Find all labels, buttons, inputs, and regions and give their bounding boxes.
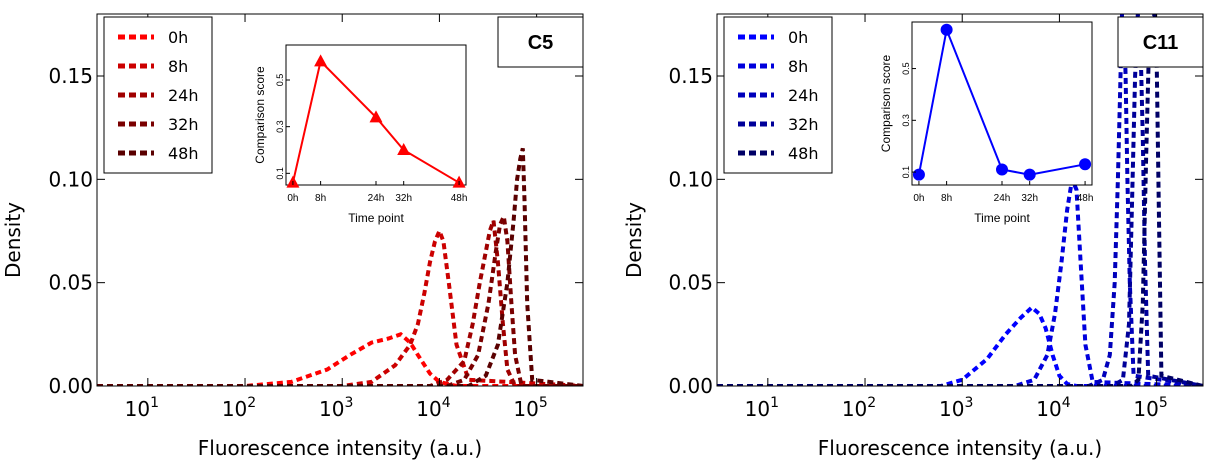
x-tick-label-2: 102: [842, 395, 876, 421]
inset-x-axis-label: Time point: [974, 211, 1030, 225]
panel-tag-label: C5: [528, 32, 554, 54]
series-line-32h: [97, 209, 583, 386]
inset-point-32h: [397, 143, 411, 155]
legend-label-48h: 48h: [788, 144, 819, 163]
inset-point-8h: [314, 54, 328, 67]
inset-x-tick-label-32h: 32h: [1021, 193, 1038, 204]
y-axis-label: Density: [1, 202, 25, 278]
inset-y-axis-label: Comparison score: [879, 54, 893, 152]
inset-frame: [911, 21, 1093, 186]
inset-y-tick-label: 0.5: [901, 62, 911, 75]
y-tick-label: 0.10: [668, 167, 713, 191]
inset-x-tick-label-0h: 0h: [287, 193, 298, 204]
y-tick-label: 0.15: [668, 64, 713, 88]
inset-x-tick-label-24h: 24h: [368, 193, 385, 204]
legend: 0h 8h 24h 32h 48h: [103, 16, 213, 174]
inset-x-tick-label-8h: 8h: [941, 193, 952, 204]
x-tick-label-4: 104: [1036, 395, 1070, 421]
inset-y-tick-label: 0.3: [275, 120, 285, 133]
series-line-0h: [717, 304, 1203, 386]
inset-x-tick-label-24h: 24h: [994, 193, 1011, 204]
inset-y-axis-label: Comparison score: [253, 66, 267, 164]
series-line-48h: [97, 147, 583, 386]
legend-label-32h: 32h: [788, 115, 819, 134]
legend-label-24h: 24h: [168, 86, 199, 105]
inset-x-tick-label-0h: 0h: [913, 193, 924, 204]
legend: 0h 8h 24h 32h 48h: [723, 16, 833, 174]
y-axis-label: Density: [622, 202, 646, 278]
x-tick-label-2: 102: [222, 395, 256, 421]
chart-panel-c5: 101 102 103 104 105 0.00 0.05 0.10 0.15 Fluoresce…: [1, 13, 584, 460]
inset-chart: 0h 8h 24h 32h 48h 0.1 0.3 0.5 Time point Comparis…: [879, 21, 1094, 225]
x-axis-label: Fluorescence intensity (a.u.): [198, 436, 482, 460]
series-line-8h: [97, 225, 583, 386]
series-line-48h: [717, 14, 1203, 386]
legend-label-0h: 0h: [788, 28, 808, 47]
inset-point-8h: [940, 23, 953, 36]
y-tick-label: 0.15: [48, 64, 93, 88]
legend-label-24h: 24h: [788, 86, 819, 105]
inset-point-32h: [1023, 168, 1036, 181]
panel-tag-box: [1117, 16, 1204, 68]
inset-x-axis-label: Time point: [348, 211, 404, 225]
y-tick-label: 0.00: [668, 374, 713, 398]
inset-point-24h: [369, 110, 383, 123]
legend-label-48h: 48h: [168, 144, 199, 163]
inset-point-48h: [1079, 158, 1092, 171]
y-tick-label: 0.05: [48, 271, 93, 295]
series-line-24h: [97, 220, 583, 386]
inset-y-tick-label: 0.1: [901, 166, 911, 179]
series-line-8h: [717, 172, 1203, 386]
inset-y-tick-label: 0.3: [901, 114, 911, 127]
y-tick-label: 0.00: [48, 374, 93, 398]
inset-point-0h: [912, 168, 925, 181]
x-axis-label: Fluorescence intensity (a.u.): [818, 436, 1102, 460]
inset-x-tick-label-8h: 8h: [315, 193, 326, 204]
inset-x-tick-label-48h: 48h: [1077, 193, 1094, 204]
legend-label-8h: 8h: [168, 57, 188, 76]
y-tick-label: 0.05: [668, 271, 713, 295]
x-tick-label-3: 103: [939, 395, 973, 421]
panel-tag-label: C11: [1143, 32, 1179, 54]
plot-area: [97, 147, 583, 386]
inset-y-tick-label: 0.5: [275, 74, 285, 87]
inset-x-tick-label-32h: 32h: [395, 193, 412, 204]
inset-y-tick-label: 0.1: [275, 167, 285, 180]
legend-label-0h: 0h: [168, 28, 188, 47]
plot-frame: [96, 13, 584, 387]
inset-chart: 0h 8h 24h 32h 48h 0.1 0.3 0.5 Time point Comparis…: [253, 44, 468, 225]
x-tick-label-5: 105: [513, 395, 547, 421]
x-tick-label-4: 104: [416, 395, 450, 421]
legend-label-32h: 32h: [168, 115, 199, 134]
inset-x-tick-label-48h: 48h: [451, 193, 468, 204]
series-line-0h: [97, 332, 583, 386]
x-tick-label-3: 103: [319, 395, 353, 421]
plot-frame: [716, 13, 1204, 387]
y-tick-label: 0.10: [48, 167, 93, 191]
inset-point-24h: [996, 163, 1008, 176]
x-tick-label-5: 105: [1133, 395, 1167, 421]
panel-tag-box: [497, 16, 584, 68]
chart-panel-c11: 101 102 103 104 105 0.00 0.05 0.10 0.15 Fluoresce…: [622, 13, 1204, 460]
x-tick-label-1: 101: [125, 395, 159, 421]
legend-label-8h: 8h: [788, 57, 808, 76]
x-tick-label-1: 101: [745, 395, 779, 421]
